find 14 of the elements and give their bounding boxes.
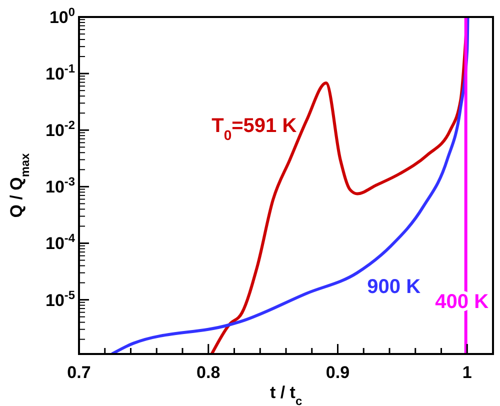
y-tick-label: 10$^{-4}$ [46, 231, 76, 254]
y-tick-label: 10$^{-5}$ [46, 288, 76, 310]
y-tick-label: 10$^{-1}$ [46, 62, 76, 84]
y-tick-label: 10$^{0}$ [49, 5, 76, 27]
x-tick-label: 1 [462, 363, 472, 382]
x-tick-label: 0.8 [196, 363, 220, 382]
y-tick-label: 10$^{-2}$ [46, 118, 76, 140]
series-label: 900 K [367, 276, 422, 298]
line-series [110, 17, 470, 354]
series-label: T$_{0}$=591 K [212, 115, 298, 144]
x-tick-label: 0.9 [326, 363, 350, 382]
x-tick-label: 0.7 [67, 363, 91, 382]
x-axis-title: t / t$_{c}$ [270, 383, 302, 406]
y-tick-label: 10$^{-3}$ [46, 174, 76, 197]
